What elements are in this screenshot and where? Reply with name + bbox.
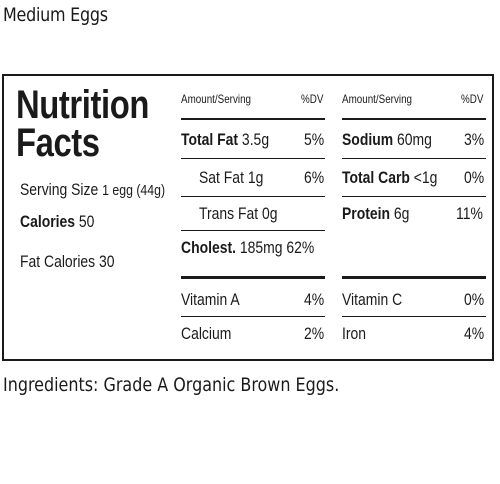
vitamin-a-dv: 4% — [304, 290, 325, 309]
cholest-row: Cholest. 185mg 62% — [181, 238, 314, 258]
total-carb-dv: 0% — [464, 168, 485, 187]
nutrition-facts-panel: Nutrition Facts Serving Size 1 egg (44g)… — [2, 74, 494, 361]
trans-fat-label: Trans Fat — [199, 204, 259, 223]
total-carb-label: Total Carb — [342, 168, 410, 187]
sat-fat-dv: 6% — [304, 168, 325, 187]
total-fat-dv: 5% — [304, 130, 325, 149]
cholest-dv: 62% — [286, 238, 315, 257]
cholest-amount: 185mg — [239, 238, 283, 257]
title-line-2: Facts — [16, 121, 100, 165]
sodium-dv: 3% — [464, 130, 485, 149]
divider — [342, 196, 486, 197]
vitamin-rule-right — [342, 276, 486, 279]
calcium-label: Calcium — [181, 324, 232, 343]
title-line-1: Nutrition — [16, 83, 149, 127]
sat-fat-row: Sat Fat 1g — [199, 168, 263, 188]
vitamin-a-label: Vitamin A — [181, 290, 240, 309]
calcium-dv: 2% — [304, 324, 325, 343]
header-rule-left — [181, 118, 325, 120]
total-fat-label: Total Fat — [181, 130, 239, 149]
fat-calories-label: Fat Calories — [20, 252, 96, 271]
vitamin-c-dv: 0% — [464, 290, 485, 309]
divider — [181, 230, 325, 231]
divider — [181, 196, 325, 197]
vitamin-rule-left — [181, 276, 325, 279]
header-dv-right: %DV — [461, 92, 484, 106]
protein-label: Protein — [342, 204, 391, 223]
trans-fat-amount: 0g — [262, 204, 278, 223]
serving-size-label: Serving Size — [20, 180, 99, 199]
product-title: Medium Eggs — [3, 4, 108, 26]
header-amount-right: Amount/Serving — [342, 92, 413, 106]
header-amount-left: Amount/Serving — [181, 92, 252, 106]
divider — [342, 316, 486, 317]
header-dv-left: %DV — [301, 92, 324, 106]
calories-label: Calories — [20, 212, 76, 231]
protein-row: Protein 6g — [342, 204, 409, 224]
total-carb-amount: <1g — [413, 168, 438, 187]
sodium-row: Sodium 60mg — [342, 130, 432, 150]
sat-fat-amount: 1g — [247, 168, 264, 187]
nutrition-facts-title: Nutrition Facts — [16, 83, 149, 165]
fat-calories: Fat Calories 30 — [20, 252, 115, 272]
total-fat-row: Total Fat 3.5g — [181, 130, 269, 150]
divider — [342, 158, 486, 159]
vitamin-c-label: Vitamin C — [342, 290, 403, 309]
protein-dv: 11% — [456, 204, 483, 223]
sat-fat-label: Sat Fat — [199, 168, 244, 187]
ingredients-text: Ingredients: Grade A Organic Brown Eggs. — [3, 374, 340, 396]
iron-dv: 4% — [464, 324, 485, 343]
trans-fat-row: Trans Fat 0g — [199, 204, 278, 224]
divider — [181, 158, 325, 159]
calories-value: 50 — [78, 212, 95, 231]
protein-amount: 6g — [393, 204, 410, 223]
total-fat-amount: 3.5g — [241, 130, 270, 149]
divider — [181, 316, 325, 317]
serving-size: Serving Size 1 egg (44g) — [20, 180, 165, 200]
serving-size-value: 1 egg (44g) — [102, 182, 166, 199]
header-rule-right — [342, 118, 486, 120]
sodium-amount: 60mg — [397, 130, 432, 149]
total-carb-row: Total Carb <1g — [342, 168, 437, 188]
fat-calories-value: 30 — [99, 252, 115, 271]
calories: Calories 50 — [20, 212, 94, 232]
sodium-label: Sodium — [342, 130, 394, 149]
cholest-label: Cholest. — [181, 238, 236, 257]
iron-label: Iron — [342, 324, 367, 343]
